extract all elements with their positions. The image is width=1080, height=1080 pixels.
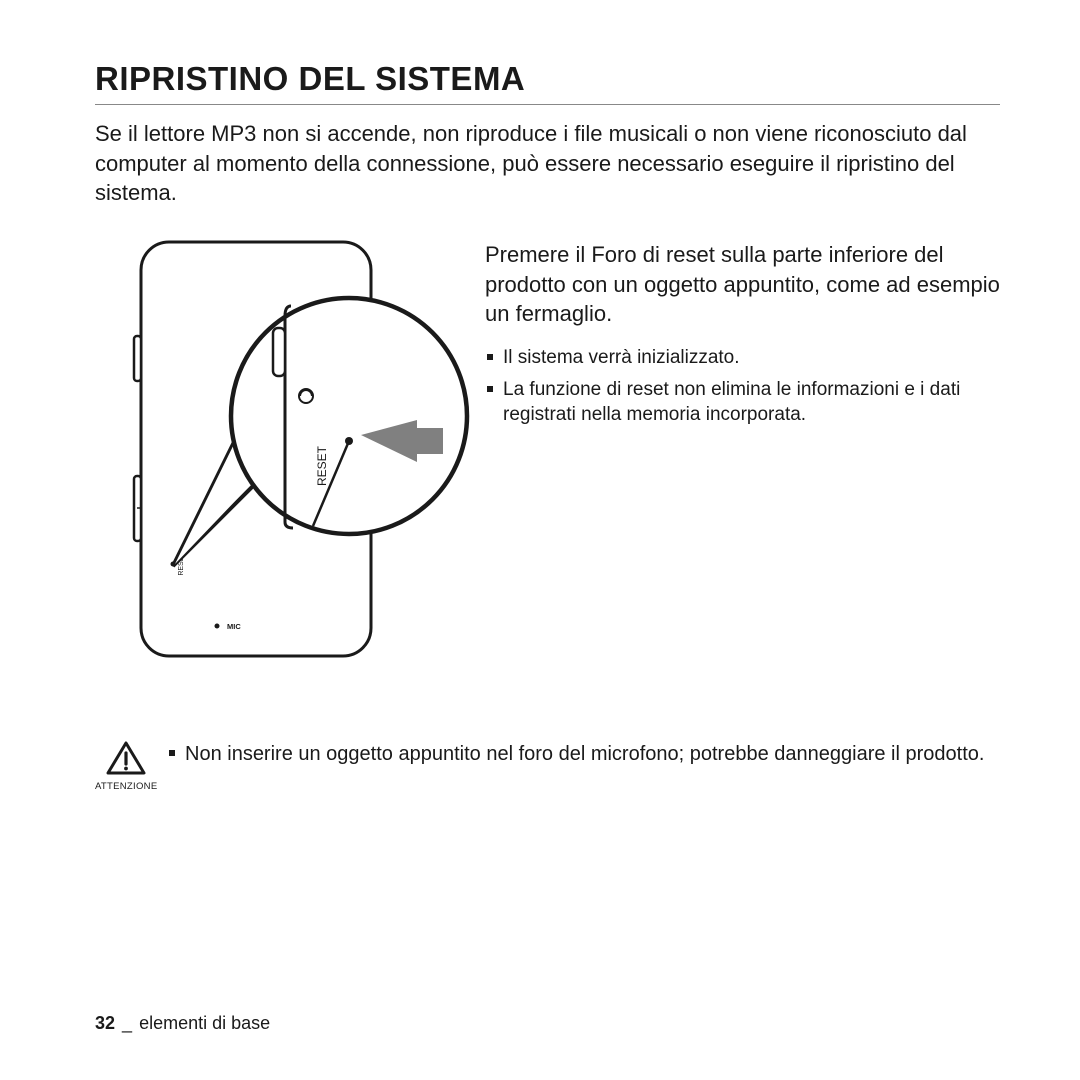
illustration: RESET MIC RESET: [95, 236, 455, 701]
page-title: RIPRISTINO DEL SISTEMA: [95, 60, 1000, 105]
caution-text-column: Non inserire un oggetto appuntito nel fo…: [167, 741, 1000, 774]
instruction-paragraph: Premere il Foro di reset sulla parte inf…: [485, 240, 1000, 329]
mic-label: MIC: [227, 622, 241, 631]
footer-separator: _: [122, 1013, 132, 1033]
caution-label: ATTENZIONE: [95, 781, 157, 792]
device-reset-diagram: RESET MIC RESET: [111, 236, 471, 696]
page-number: 32: [95, 1013, 115, 1033]
warning-icon: [106, 741, 146, 775]
intro-paragraph: Se il lettore MP3 non si accende, non ri…: [95, 119, 1000, 208]
list-item: Non inserire un oggetto appuntito nel fo…: [167, 741, 1000, 768]
instruction-text-column: Premere il Foro di reset sulla parte inf…: [485, 236, 1000, 434]
instruction-row: RESET MIC RESET Pre: [95, 236, 1000, 701]
reset-label-zoom: RESET: [315, 445, 329, 486]
footer-section: elementi di base: [139, 1013, 270, 1033]
list-item: La funzione di reset non elimina le info…: [485, 377, 1000, 428]
page-footer: 32 _ elementi di base: [95, 1013, 270, 1034]
list-item: Il sistema verrà inizializzato.: [485, 345, 1000, 371]
caution-bullet-list: Non inserire un oggetto appuntito nel fo…: [167, 741, 1000, 768]
caution-icon-column: ATTENZIONE: [95, 741, 157, 792]
instruction-bullet-list: Il sistema verrà inizializzato. La funzi…: [485, 345, 1000, 428]
caution-block: ATTENZIONE Non inserire un oggetto appun…: [95, 741, 1000, 792]
